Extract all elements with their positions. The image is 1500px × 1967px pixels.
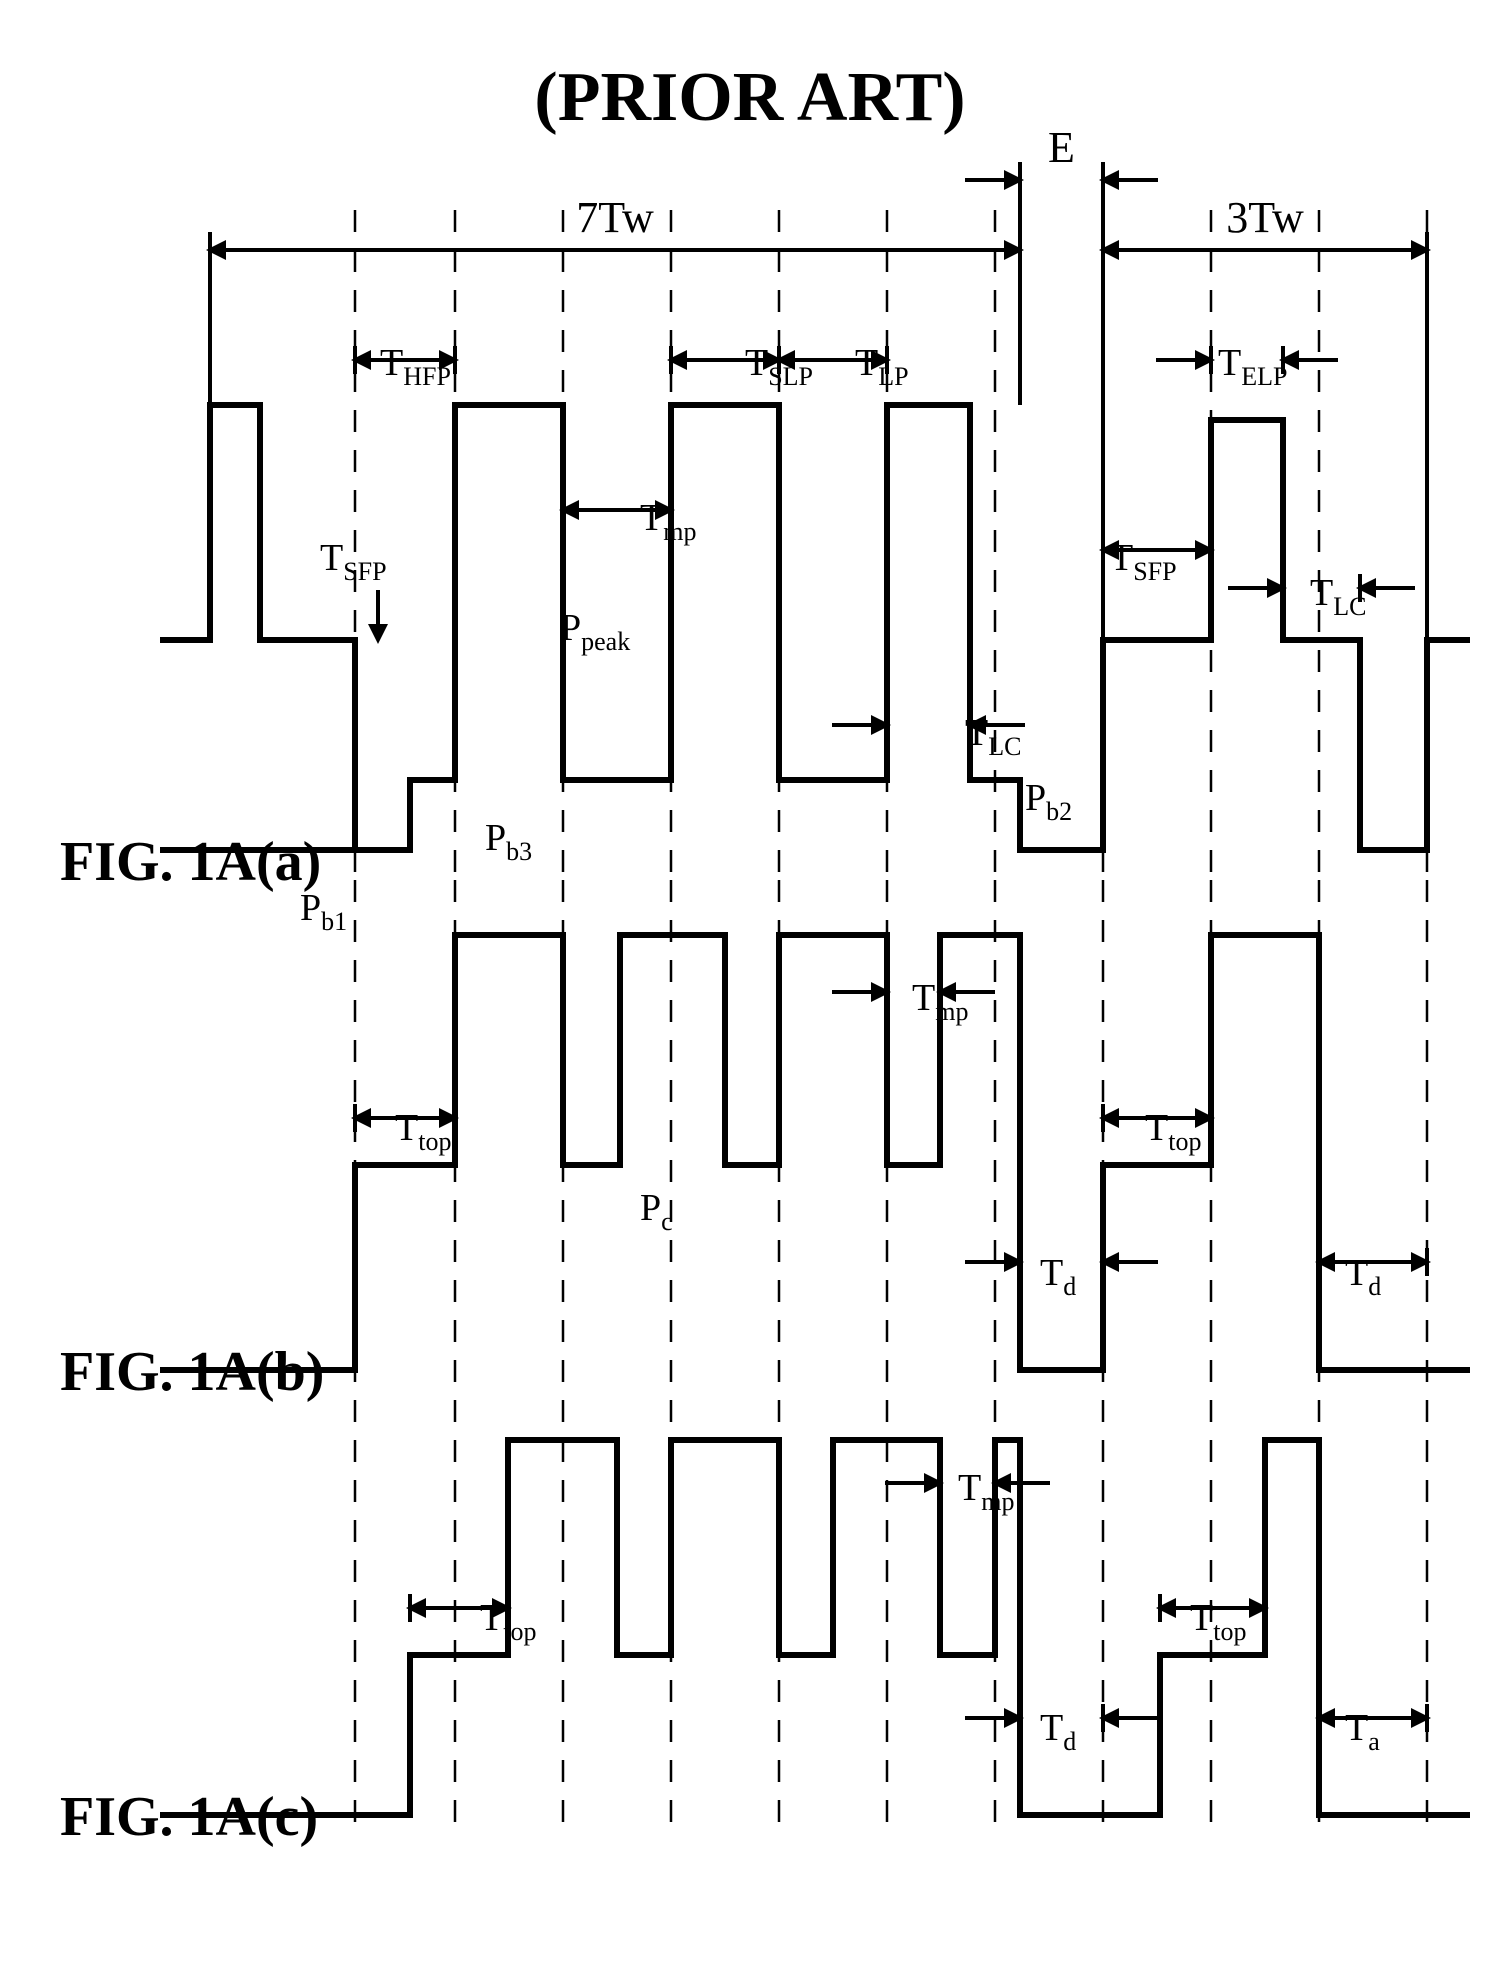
annot-label: TSFP [1110,537,1177,586]
annot-label: Pb3 [485,817,532,866]
row-b-waveform [160,935,1470,1370]
annot-label: Ttop [395,1107,451,1156]
annot-label: Pb1 [300,887,347,936]
dim-label: E [1048,123,1075,172]
row-a-waveform [160,405,1470,850]
dim-label: 3Tw [1226,193,1304,242]
dim-label: 7Tw [576,193,654,242]
annot-label: Ppeak [560,607,630,656]
title: (PRIOR ART) [534,59,965,136]
annot-label: Ttop [1190,1597,1246,1646]
annot-label: Pb2 [1025,777,1072,826]
figure-caption: FIG. 1A(c) [60,1786,318,1848]
figure-caption: FIG. 1A(a) [60,831,321,893]
annot-label: Td [1345,1252,1381,1301]
annot-label: Tmp [958,1467,1014,1516]
annot-label: Td [1040,1252,1076,1301]
row-c-waveform [160,1440,1470,1815]
annot-label: TLC [965,712,1021,761]
diagram-root: (PRIOR ART)7TwE3TwTSFPTHFPPpeakTmpTSLPTL… [0,0,1500,1967]
annot-label: THFP [380,342,451,391]
annot-label: TSFP [320,537,387,586]
annot-label: Ta [1345,1707,1380,1756]
figure-caption: FIG. 1A(b) [60,1341,324,1403]
annot-label: TLP [855,342,909,391]
annot-label: Td [1040,1707,1076,1756]
annot-label: Pc [640,1187,673,1236]
annot-label: Ttop [1145,1107,1201,1156]
annot-label: TELP [1218,342,1287,391]
annot-label: TLC [1310,572,1366,621]
